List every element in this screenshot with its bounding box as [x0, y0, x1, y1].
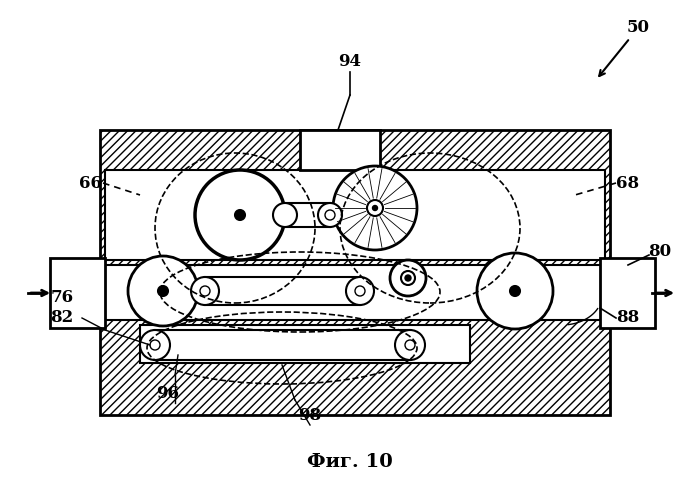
Circle shape [401, 271, 415, 285]
Circle shape [200, 286, 210, 296]
Circle shape [235, 210, 245, 220]
Circle shape [372, 206, 377, 211]
Circle shape [346, 277, 374, 305]
Circle shape [477, 253, 553, 329]
Text: 94: 94 [339, 54, 361, 70]
Text: 96: 96 [157, 385, 179, 401]
Circle shape [158, 286, 168, 296]
Circle shape [355, 286, 365, 296]
Text: 66: 66 [78, 175, 102, 191]
Text: 88: 88 [617, 310, 640, 326]
Bar [140, 325, 470, 363]
Circle shape [405, 340, 415, 350]
Circle shape [325, 210, 335, 220]
Circle shape [390, 260, 426, 296]
Circle shape [395, 330, 425, 360]
Bar [50, 258, 105, 328]
Circle shape [195, 170, 285, 260]
Bar [155, 330, 410, 360]
Bar [100, 130, 610, 415]
Text: 82: 82 [50, 310, 74, 326]
Circle shape [128, 256, 198, 326]
Bar [285, 203, 330, 227]
Bar [600, 258, 655, 328]
Circle shape [405, 275, 411, 281]
Circle shape [318, 203, 342, 227]
Bar [105, 170, 605, 260]
Text: 98: 98 [298, 407, 321, 423]
Circle shape [333, 166, 417, 250]
Circle shape [150, 340, 160, 350]
Circle shape [273, 203, 297, 227]
Text: 76: 76 [50, 289, 74, 307]
Bar [300, 130, 380, 170]
Text: 50: 50 [626, 20, 650, 36]
Circle shape [191, 277, 219, 305]
Circle shape [510, 286, 520, 296]
Bar [105, 265, 605, 320]
Bar [205, 277, 360, 305]
Text: Фиг. 10: Фиг. 10 [307, 453, 393, 471]
Circle shape [367, 200, 383, 216]
Text: 68: 68 [617, 175, 640, 191]
Text: 80: 80 [648, 244, 671, 260]
Circle shape [140, 330, 170, 360]
